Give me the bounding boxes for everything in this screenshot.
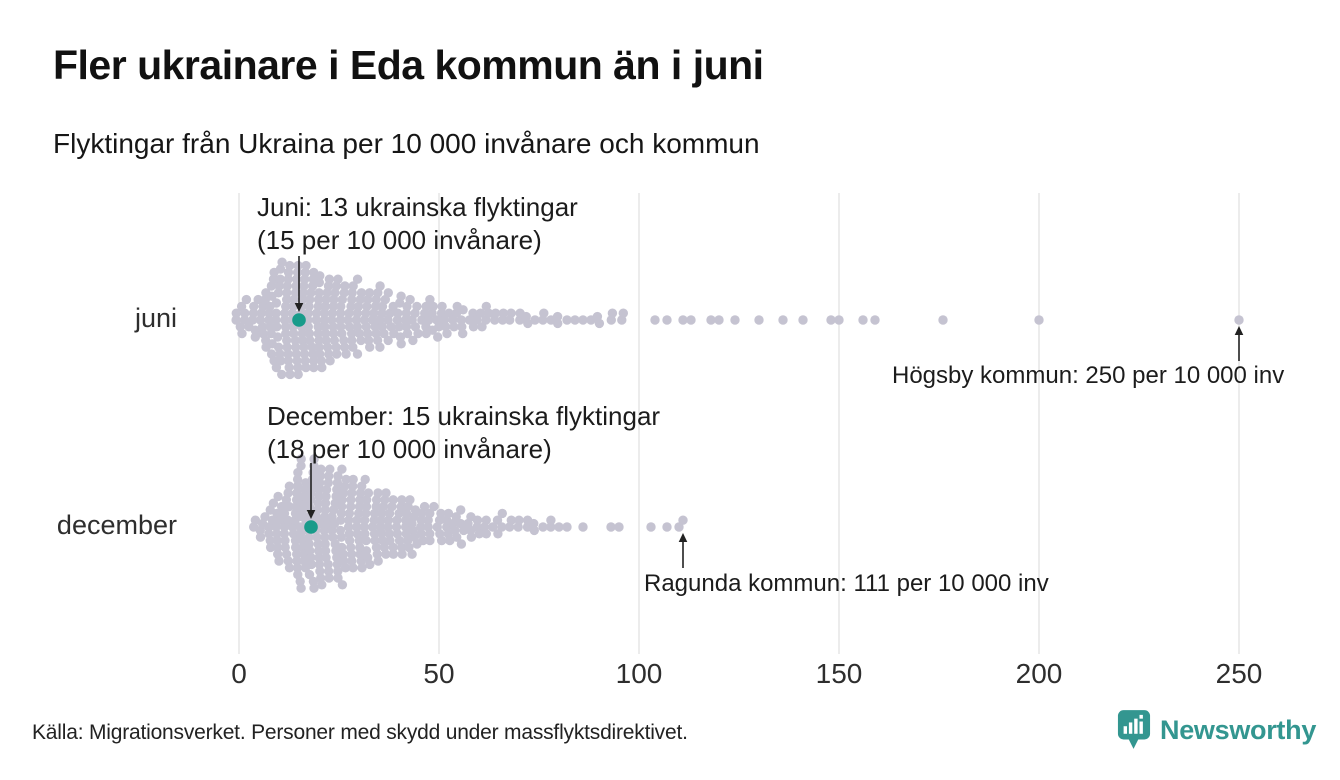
outlier-label-hogsby: Högsby kommun: 250 per 10 000 inv xyxy=(892,362,1285,389)
newsworthy-logo-icon xyxy=(1117,710,1151,749)
x-tick-0: 0 xyxy=(231,658,247,689)
x-tick-250: 250 xyxy=(1215,658,1263,689)
source-note: Källa: Migrationsverket. Personer med sk… xyxy=(32,721,688,744)
x-tick-150: 150 xyxy=(815,658,863,689)
x-tick-100: 100 xyxy=(615,658,663,689)
chart-subtitle: Flyktingar från Ukraina per 10 000 invån… xyxy=(53,128,760,159)
chart-title: Fler ukrainare i Eda kommun än i juni xyxy=(53,42,764,88)
newsworthy-logo-text: Newsworthy xyxy=(1160,714,1317,745)
annotation-eda-juni: Juni: 13 ukrainska flyktingar (15 per 10… xyxy=(257,191,578,257)
annotation-line-2: (18 per 10 000 invånare) xyxy=(267,434,552,464)
annotation-line-2: (15 per 10 000 invånare) xyxy=(257,225,542,255)
newsworthy-logo: Newsworthy xyxy=(1117,705,1316,755)
row-label-december: december xyxy=(56,510,177,540)
outlier-label-ragunda: Ragunda kommun: 111 per 10 000 inv xyxy=(644,570,1049,597)
annotation-eda-december: December: 15 ukrainska flyktingar (18 pe… xyxy=(267,400,660,466)
annotation-line-1: Juni: 13 ukrainska flyktingar xyxy=(257,192,578,222)
row-label-juni: juni xyxy=(134,303,177,333)
x-tick-50: 50 xyxy=(423,658,455,689)
x-tick-200: 200 xyxy=(1015,658,1063,689)
annotation-line-1: December: 15 ukrainska flyktingar xyxy=(267,401,661,431)
